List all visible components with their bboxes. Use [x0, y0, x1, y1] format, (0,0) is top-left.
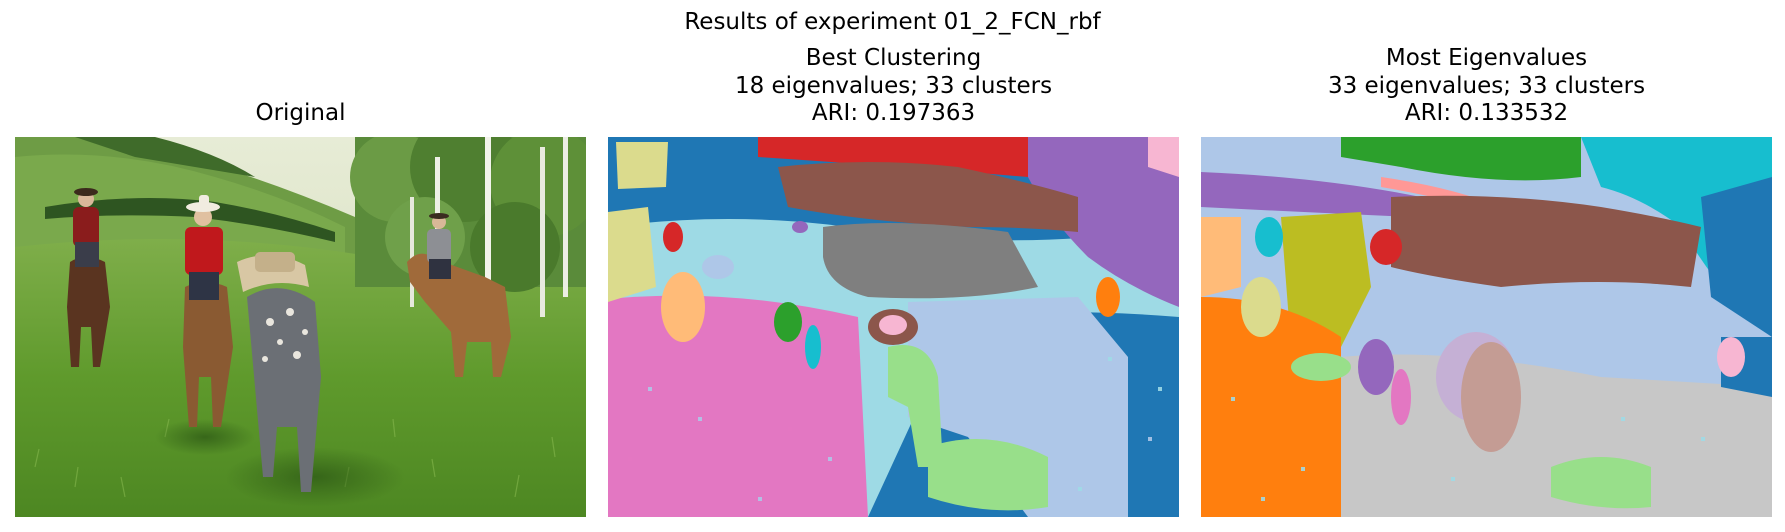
panel-title-line: Best Clustering [805, 45, 982, 71]
panel-title-line: Original [255, 100, 346, 126]
panel-title-line: 33 eigenvalues; 33 clusters [1327, 72, 1646, 99]
panel-title-line: ARI: 0.197363 [811, 100, 976, 126]
panel-title-line: ARI: 0.133532 [1404, 100, 1569, 126]
panel-most-eigenvalues: Most Eigenvalues 33 eigenvalues; 33 clus… [1201, 45, 1772, 517]
panel-title-original: Original [0, 100, 606, 128]
panel-title-line: 18 eigenvalues; 33 clusters [734, 72, 1053, 99]
most-eigenvalues-image [1201, 137, 1772, 517]
most-eigenvalues-map [1201, 137, 1772, 517]
original-photo-image [15, 137, 586, 517]
panel-title-line: Most Eigenvalues [1385, 45, 1588, 71]
original-photo [15, 137, 586, 517]
panel-best-clustering: Best Clustering 18 eigenvalues; 33 clust… [608, 45, 1179, 517]
best-clustering-image [608, 137, 1179, 517]
panel-original: Original [15, 100, 586, 517]
figure-suptitle: Results of experiment 01_2_FCN_rbf [684, 9, 1101, 35]
panel-title-best-clustering: Best Clustering 18 eigenvalues; 33 clust… [588, 45, 1199, 128]
panel-title-most-eigenvalues: Most Eigenvalues 33 eigenvalues; 33 clus… [1181, 45, 1785, 128]
best-clustering-map [608, 137, 1179, 517]
